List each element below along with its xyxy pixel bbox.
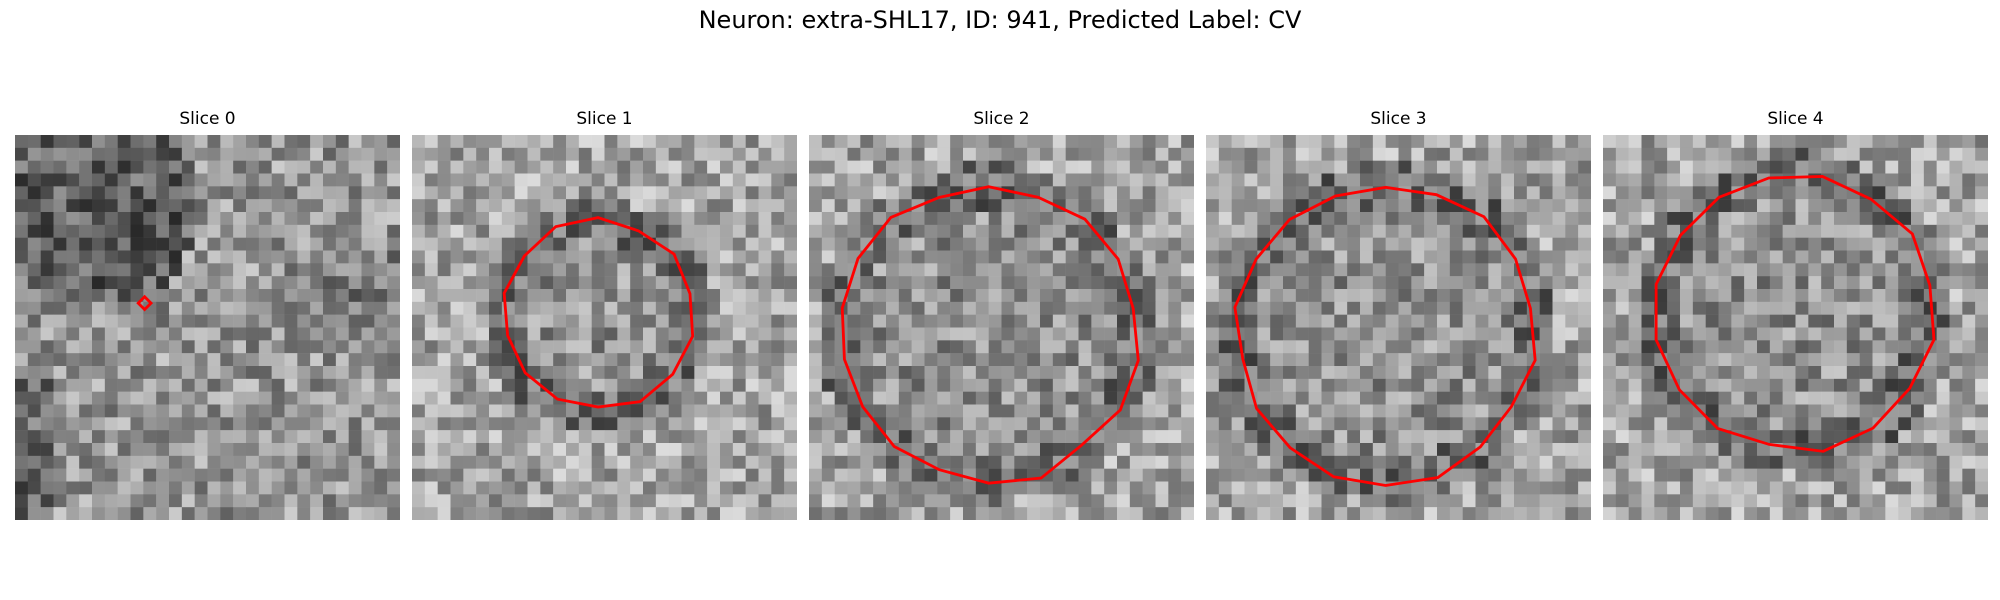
slice-panel-2: Slice 2 [809,109,1194,521]
slice-title-1: Slice 1 [412,109,797,129]
slice-texture-4 [1603,135,1988,520]
figure-title: Neuron: extra-SHL17, ID: 941, Predicted … [0,6,2000,34]
slice-texture-1 [412,135,797,520]
slice-image-3 [1206,135,1591,520]
slice-title-3: Slice 3 [1206,109,1591,129]
slice-panel-4: Slice 4 [1603,109,1988,521]
slice-image-4 [1603,135,1988,520]
slice-panel-1: Slice 1 [412,109,797,521]
slice-texture-0 [15,135,400,520]
slice-title-0: Slice 0 [15,109,400,129]
slice-panel-0: Slice 0 [15,109,400,521]
slice-image-2 [809,135,1194,520]
slice-image-1 [412,135,797,520]
slice-title-4: Slice 4 [1603,109,1988,129]
slice-panel-3: Slice 3 [1206,109,1591,521]
slice-image-0 [15,135,400,520]
slice-title-2: Slice 2 [809,109,1194,129]
